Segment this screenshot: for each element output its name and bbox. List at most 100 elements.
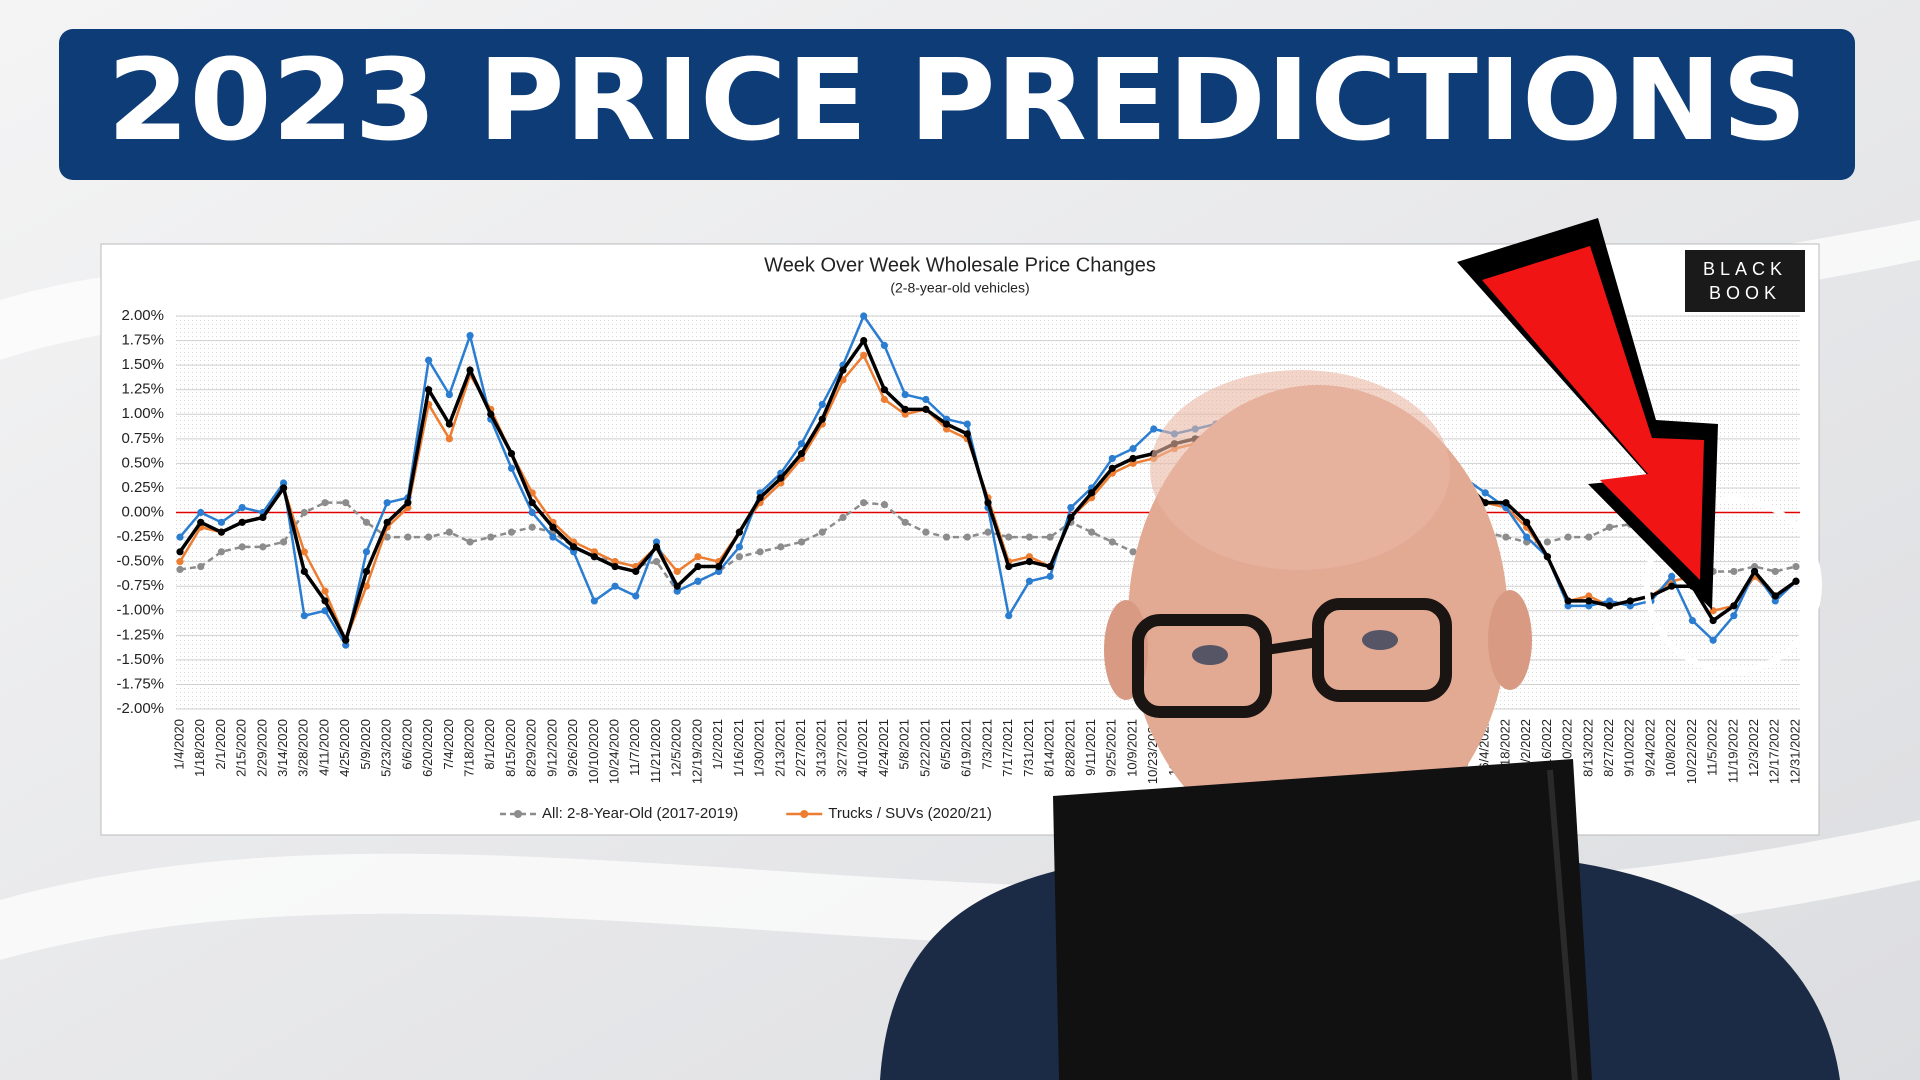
data-point [176,533,184,541]
data-point [632,567,640,576]
x-tick-label: 1/4/2020 [171,719,186,770]
highlight-circle [1644,496,1822,674]
data-point [818,400,826,409]
data-point [818,415,826,423]
data-point [425,533,433,541]
data-point [466,366,474,374]
person-glasses [1312,598,1452,702]
x-tick-label: 4/25/2020 [337,719,352,777]
y-tick-label: 0.00% [121,503,164,520]
data-point [942,420,951,428]
x-tick-label: 7/2/2022 [1518,719,1533,770]
y-tick-label: 1.25% [121,381,164,398]
logo-text: BLACK [1703,259,1787,279]
person-glasses [1265,637,1319,655]
data-point [1709,636,1717,644]
data-point [735,528,743,536]
y-tick-label: 0.25% [121,479,164,496]
data-point [860,336,868,345]
data-point [1605,602,1614,610]
data-point [1087,528,1096,536]
y-tick-label: 0.75% [121,430,164,447]
data-point [1046,562,1054,571]
y-tick-label: -1.00% [116,602,164,619]
data-point [839,366,847,374]
x-tick-label: 11/7/2020 [627,719,642,776]
data-point [880,386,889,394]
x-tick-label: 8/1/2020 [482,719,497,770]
x-tick-label: 3/14/2020 [275,719,290,777]
data-point [1668,582,1676,590]
legend-swatch [800,810,809,818]
data-point [487,533,495,541]
data-point [362,518,371,526]
data-point [176,565,184,574]
data-point [197,508,205,517]
y-tick-label: -0.25% [116,528,164,545]
data-point [1129,454,1137,463]
chart-subtitle: (2-8-year-old vehicles) [890,280,1029,296]
x-tick-label: 7/17/2021 [1000,719,1015,777]
data-point [425,386,433,394]
data-point [321,499,329,507]
data-point [342,636,350,644]
data-point [1585,533,1593,541]
data-point [694,553,702,561]
data-point [1087,489,1096,497]
person-eye [1192,645,1228,665]
y-tick-label: 2.00% [121,307,164,324]
data-point [1129,548,1137,556]
x-tick-label: 2/27/2021 [793,719,808,777]
x-tick-label: 2/1/2020 [213,719,228,770]
data-point [1129,445,1137,453]
data-point [632,592,640,600]
x-tick-label: 4/24/2021 [876,719,891,777]
x-tick-label: 1/16/2021 [731,719,746,777]
plot: 2.00% 1.75% 1.50% 1.25% 1.00% 0.75% 0.50% 0.25%… [116,307,1802,822]
y-tick-label: 1.50% [121,356,164,373]
notebook-strap [1547,769,1578,1080]
x-tick-label: 6/18/2022 [1497,719,1512,777]
data-point [259,513,267,522]
x-tick-label: 12/3/2022 [1746,719,1761,777]
data-point [1523,518,1531,526]
x-tick-label: 6/6/2020 [399,719,414,770]
data-point [777,543,785,551]
data-point [528,508,536,517]
data-point [963,420,971,428]
data-point [652,558,661,566]
x-tick-label: 8/27/2022 [1601,719,1616,777]
x-tick-label: 8/29/2020 [524,719,539,777]
x-tick-label: 11/19/2022 [1725,719,1740,783]
data-point [362,548,371,556]
data-point [445,528,453,536]
notebook [1053,759,1592,1080]
data-point [445,420,453,428]
data-point [611,562,619,571]
data-point [238,518,246,526]
data-point [860,499,868,507]
data-point [922,395,930,404]
data-point [404,499,412,507]
data-point [1025,533,1034,541]
data-point [1605,523,1614,531]
data-point [507,528,516,536]
data-point [715,562,723,571]
data-point [404,533,412,541]
data-point [217,528,226,536]
data-point [1709,616,1717,625]
data-point [1668,572,1676,580]
y-tick-label: -2.00% [116,700,164,717]
person-ear [1488,590,1532,690]
data-point [238,543,246,551]
data-point [1005,612,1013,620]
x-tick-label: 10/22/2022 [1684,719,1699,784]
data-point [1046,533,1054,541]
data-point [1771,567,1779,576]
x-tick-label: 12/5/2020 [669,719,684,777]
data-point [300,508,308,517]
data-point [880,341,889,350]
data-point [797,440,806,448]
data-point [735,543,743,551]
